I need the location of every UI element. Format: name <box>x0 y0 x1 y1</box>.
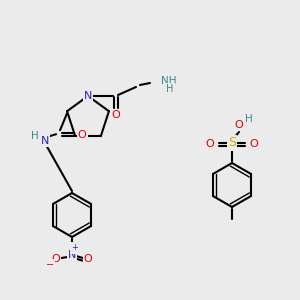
Text: H: H <box>166 84 174 94</box>
Text: O: O <box>52 254 60 264</box>
Text: H: H <box>31 131 39 141</box>
Text: O: O <box>235 120 243 130</box>
Text: O: O <box>206 139 214 149</box>
Text: O: O <box>78 130 86 140</box>
Text: H: H <box>245 114 253 124</box>
Text: N: N <box>84 91 92 101</box>
Text: NH: NH <box>161 76 176 86</box>
Text: N: N <box>68 250 76 260</box>
Text: S: S <box>228 136 236 149</box>
Text: +: + <box>72 244 78 253</box>
Text: O: O <box>84 254 92 264</box>
Text: O: O <box>250 139 258 149</box>
Text: −: − <box>46 260 54 270</box>
Text: N: N <box>41 136 49 146</box>
Text: O: O <box>112 110 120 120</box>
